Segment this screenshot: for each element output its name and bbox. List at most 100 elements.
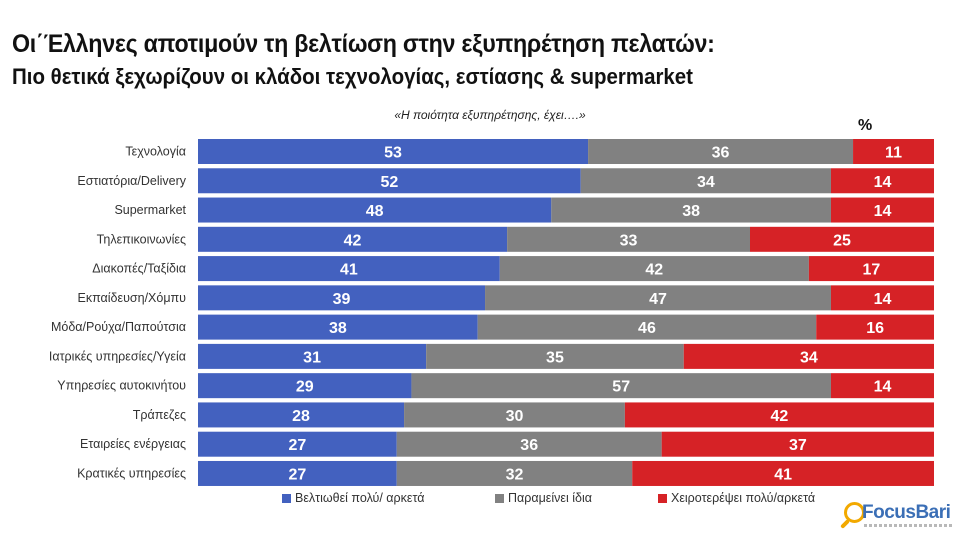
- data-label-same: 36: [520, 437, 538, 454]
- category-label: Ιατρικές υπηρεσίες/Υγεία: [49, 349, 186, 363]
- data-label-worse: 14: [874, 174, 892, 191]
- data-label-same: 38: [682, 203, 700, 220]
- data-label-same: 30: [506, 408, 524, 425]
- bar-segment-improved: [198, 431, 397, 457]
- data-label-improved: 27: [288, 466, 306, 483]
- data-label-improved: 38: [329, 320, 347, 337]
- category-label: Supermarket: [114, 203, 186, 217]
- bar-segment-improved: [198, 314, 478, 340]
- bar-row: Ιατρικές υπηρεσίες/Υγεία 31 35 34: [49, 343, 934, 369]
- bar-segment-same: [404, 402, 625, 428]
- bar-segment-improved: [198, 139, 589, 164]
- bar-segment-improved: [198, 285, 486, 311]
- bar-row: Τράπεζες 28 30 42: [133, 402, 934, 428]
- data-label-same: 35: [546, 349, 564, 366]
- category-label: Εταιρείες ενέργειας: [80, 437, 186, 451]
- bar-segment-improved: [198, 460, 397, 486]
- data-label-improved: 52: [380, 174, 398, 191]
- bar-row: Τηλεπικοινωνίες 42 33 25: [97, 226, 934, 252]
- data-label-improved: 53: [384, 145, 402, 162]
- data-label-improved: 41: [340, 262, 358, 279]
- data-label-improved: 42: [344, 232, 362, 249]
- bar-row: Εκπαίδευση/Χόμπυ 39 47 14: [78, 285, 934, 311]
- bar-segment-same: [426, 343, 684, 369]
- category-label: Τράπεζες: [133, 408, 186, 422]
- category-label: Εκπαίδευση/Χόμπυ: [78, 291, 187, 305]
- data-label-improved: 48: [366, 203, 384, 220]
- bar-segment-worse: [830, 197, 934, 223]
- bar-segment-worse: [830, 373, 934, 399]
- bar-segment-worse: [632, 460, 934, 486]
- data-label-worse: 34: [800, 349, 818, 366]
- magnifier-icon: [844, 502, 865, 523]
- bar-segment-worse: [830, 168, 934, 194]
- category-label: Τεχνολογία: [125, 145, 186, 159]
- legend-label-same: Παραμείνει ίδια: [508, 491, 592, 505]
- bar-segment-improved: [198, 256, 500, 282]
- category-label: Εστιατόρια/Delivery: [77, 174, 186, 188]
- bar-segment-same: [507, 226, 750, 252]
- bar-segment-improved: [198, 402, 405, 428]
- bar-row: Μόδα/Ρούχα/Παπούτσια 38 46 16: [51, 314, 934, 340]
- category-label: Τηλεπικοινωνίες: [97, 232, 186, 246]
- bar-segment-same: [499, 256, 809, 282]
- bar-segment-worse: [683, 343, 934, 369]
- legend-swatch-same: [495, 493, 504, 503]
- category-label: Διακοπές/Ταξίδια: [92, 262, 186, 276]
- data-label-same: 33: [620, 232, 638, 249]
- logo-brand: FocusBari: [862, 502, 951, 523]
- chart-subtitle: Πιο θετικά ξεχωρίζουν οι κλάδοι τεχνολογ…: [12, 64, 693, 89]
- bar-row: Κρατικές υπηρεσίες 27 32 41: [77, 460, 934, 486]
- data-label-same: 57: [612, 379, 630, 396]
- bar-row: Υπηρεσίες αυτοκινήτου 29 57 14: [57, 373, 934, 399]
- bar-row: Εταιρείες ενέργειας 27 36 37: [80, 431, 934, 457]
- data-label-worse: 14: [874, 379, 892, 396]
- legend-item-improved: Βελτιωθεί πολύ/ αρκετά: [282, 491, 424, 505]
- bar-segment-worse: [808, 256, 934, 282]
- data-label-worse: 37: [789, 437, 807, 454]
- data-label-same: 36: [712, 145, 730, 162]
- data-label-improved: 29: [296, 379, 314, 396]
- data-label-worse: 17: [863, 262, 881, 279]
- category-label: Μόδα/Ρούχα/Παπούτσια: [51, 320, 186, 334]
- bar-segment-same: [411, 373, 831, 399]
- bar-segment-improved: [198, 168, 581, 194]
- data-label-worse: 14: [874, 203, 892, 220]
- data-label-same: 47: [649, 291, 667, 308]
- survey-question: «Η ποιότητα εξυπηρέτησης, έχει….»: [394, 108, 586, 122]
- legend-swatch-worse: [658, 493, 667, 503]
- data-label-improved: 39: [333, 291, 351, 308]
- bar-segment-worse: [661, 431, 934, 457]
- chart-title: Οι΄Έλληνες αποτιμούν τη βελτίωση στην εξ…: [12, 30, 715, 58]
- bar-row: Τεχνολογία 53 36 11: [125, 139, 934, 164]
- bar-segment-improved: [198, 343, 427, 369]
- bar-segment-worse: [830, 285, 934, 311]
- data-label-worse: 42: [771, 408, 789, 425]
- data-label-improved: 28: [292, 408, 310, 425]
- bar-row: Supermarket 48 38 14: [114, 197, 934, 223]
- bar-segment-same: [551, 197, 831, 223]
- legend-swatch-improved: [282, 493, 291, 503]
- bar-segment-worse: [750, 226, 934, 252]
- bar-segment-same: [477, 314, 817, 340]
- unit-label: %: [858, 117, 873, 134]
- legend-item-worse: Χειροτερέψει πολύ/αρκετά: [658, 491, 815, 505]
- bar-segment-worse: [816, 314, 934, 340]
- bar-segment-same: [396, 460, 633, 486]
- data-label-improved: 27: [288, 437, 306, 454]
- data-label-worse: 41: [774, 466, 792, 483]
- data-label-same: 32: [506, 466, 524, 483]
- category-label: Κρατικές υπηρεσίες: [77, 466, 186, 480]
- bar-segment-same: [396, 431, 662, 457]
- data-label-improved: 31: [303, 349, 321, 366]
- bar-segment-same: [580, 168, 831, 194]
- data-label-same: 42: [645, 262, 663, 279]
- focusbari-logo: FocusBari: [838, 500, 956, 534]
- data-label-worse: 11: [885, 145, 902, 162]
- logo-tagline: [864, 524, 952, 527]
- bar-row: Διακοπές/Ταξίδια 41 42 17: [92, 256, 934, 282]
- data-label-worse: 25: [833, 232, 851, 249]
- bar-segment-improved: [198, 226, 508, 252]
- bar-segment-same: [588, 139, 854, 164]
